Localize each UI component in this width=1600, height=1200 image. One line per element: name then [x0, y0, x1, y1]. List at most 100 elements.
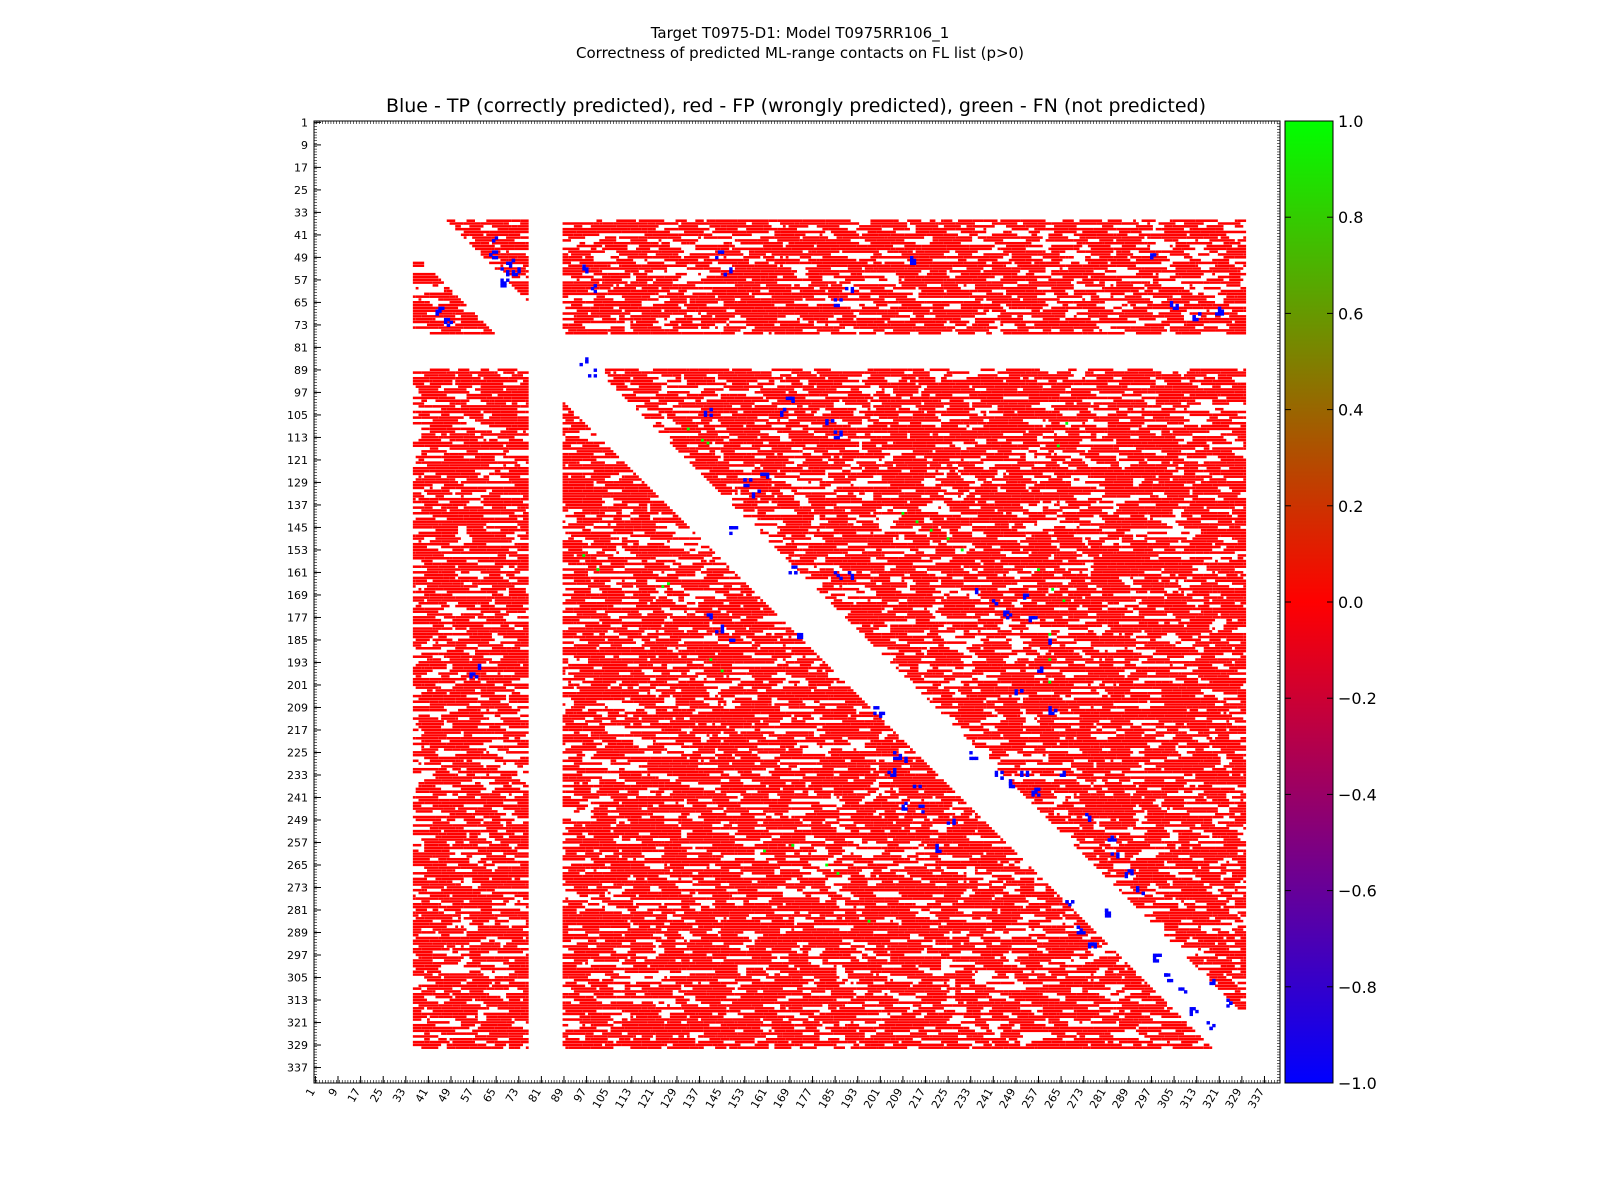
fp-cell-run: [664, 295, 679, 298]
fp-cell-run: [449, 444, 467, 448]
fp-cell-run: [915, 275, 925, 279]
fp-cell-run: [706, 441, 713, 445]
fp-cell-run: [508, 593, 529, 597]
fp-cell-run: [636, 396, 651, 400]
fp-cell-run: [426, 599, 442, 602]
fp-cell-run: [412, 548, 439, 552]
fp-cell-run: [1116, 258, 1131, 262]
fp-cell-run: [655, 421, 662, 425]
fp-cell-run: [822, 374, 840, 377]
fp-cell-run: [1025, 306, 1043, 310]
fp-cell-run: [472, 528, 487, 532]
fp-cell-run: [980, 596, 990, 599]
fp-cell-run: [412, 582, 416, 585]
fp-cell-run: [1051, 286, 1074, 290]
fp-cell-run: [856, 272, 862, 276]
fp-cell-run: [1206, 452, 1213, 456]
fp-cell-run: [1090, 571, 1103, 574]
fp-cell-run: [867, 368, 874, 372]
fp-cell-run: [438, 396, 456, 400]
fp-cell-run: [599, 306, 614, 310]
fp-cell-run: [1217, 528, 1227, 532]
fp-cell-run: [1144, 489, 1165, 493]
fp-cell-run: [562, 405, 569, 408]
fp-cell-run: [912, 475, 925, 478]
fp-cell-run: [1099, 281, 1105, 284]
fp-cell-run: [562, 230, 577, 234]
fp-cell-run: [613, 481, 634, 484]
fp-cell-run: [1090, 447, 1114, 450]
fp-cell-run: [1085, 250, 1111, 253]
fp-cell-run: [1220, 450, 1224, 453]
fp-cell-run: [1014, 447, 1021, 450]
fp-cell-run: [935, 393, 953, 397]
fp-cell-run: [475, 405, 501, 408]
fp-cell-run: [494, 247, 501, 251]
fp-cell-run: [1175, 559, 1201, 563]
fp-cell-run: [596, 230, 622, 234]
fp-cell-run: [418, 602, 439, 605]
fp-cell-run: [989, 492, 995, 495]
fp-cell-run: [799, 222, 826, 225]
fp-cell-run: [1240, 396, 1247, 400]
fp-cell-run: [1070, 514, 1094, 518]
fp-cell-run: [1175, 331, 1182, 335]
fp-cell-run: [729, 424, 744, 428]
fp-cell-run: [861, 306, 879, 310]
fp-cell-run: [593, 486, 603, 490]
fp-cell-run: [494, 599, 515, 602]
fp-cell-run: [638, 385, 662, 388]
fp-cell-run: [946, 464, 953, 467]
fp-cell-run: [424, 444, 450, 448]
fp-cell-run: [463, 542, 487, 546]
fp-cell-run: [972, 405, 992, 408]
fp-cell-run: [604, 281, 628, 284]
fp-cell-run: [828, 582, 843, 585]
fp-cell-run: [918, 472, 925, 476]
fp-cell-run: [424, 374, 439, 377]
fp-cell-run: [1155, 250, 1162, 253]
fp-cell-run: [1144, 478, 1170, 481]
fp-cell-run: [633, 272, 648, 276]
fp-cell-run: [1059, 542, 1063, 546]
fp-cell-run: [842, 551, 846, 554]
fp-cell-run: [946, 312, 973, 315]
fp-cell-run: [562, 551, 586, 554]
fp-cell-run: [1014, 542, 1021, 546]
fp-cell-run: [813, 292, 840, 296]
fp-cell-run: [1037, 486, 1046, 490]
fp-cell-run: [469, 548, 487, 552]
fp-cell-run: [794, 284, 800, 287]
fp-cell-run: [1144, 523, 1162, 526]
fp-cell-run: [483, 376, 509, 380]
fp-cell-run: [593, 441, 605, 445]
fp-cell-run: [508, 565, 515, 568]
fp-cell-run: [1181, 540, 1207, 543]
fp-cell-run: [475, 537, 501, 540]
fp-cell-run: [1161, 250, 1184, 253]
fp-cell-run: [782, 486, 803, 490]
fp-cell-run: [808, 464, 831, 467]
fp-cell-run: [449, 433, 470, 436]
fp-cell-run: [1164, 385, 1168, 388]
fp-cell-run: [1203, 461, 1210, 464]
fp-cell-run: [1056, 399, 1060, 402]
fp-cell-run: [1133, 405, 1148, 408]
fp-cell-run: [955, 461, 970, 464]
fp-cell-run: [1048, 410, 1052, 414]
fp-cell-run: [700, 407, 713, 411]
fp-cell-run: [1200, 559, 1204, 563]
fp-cell-run: [1022, 331, 1049, 335]
fp-cell-run: [997, 371, 1007, 374]
fp-cell-run: [1195, 239, 1199, 242]
fp-cell-run: [1217, 481, 1227, 484]
fp-cell-run: [590, 306, 600, 310]
fp-cell-run: [610, 526, 625, 529]
fp-cell-run: [1164, 593, 1176, 597]
fp-cell-run: [1121, 222, 1139, 225]
fp-cell-run: [593, 489, 608, 493]
fp-cell-run: [918, 256, 930, 259]
fp-cell-run: [726, 281, 735, 284]
fp-cell-run: [1150, 517, 1153, 521]
fp-cell-run: [732, 481, 758, 484]
